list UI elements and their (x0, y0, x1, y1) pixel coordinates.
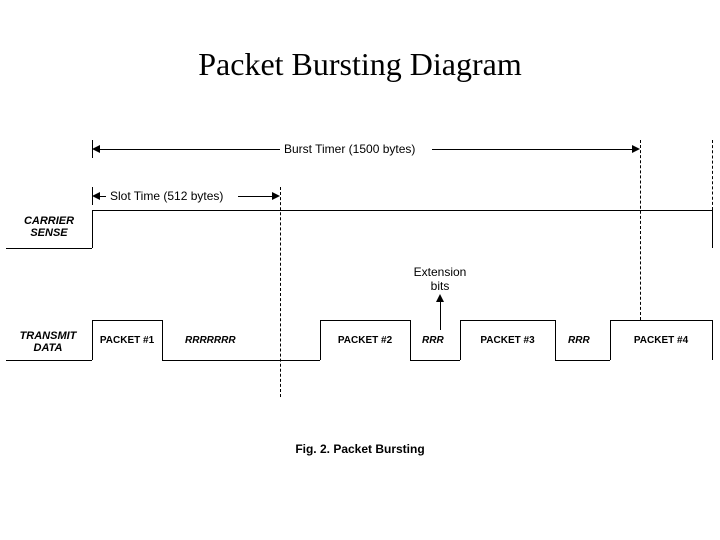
gap1 (162, 360, 280, 361)
slot-time-arrow-right (272, 192, 280, 200)
p3-top (460, 320, 555, 321)
gap3 (555, 360, 610, 361)
p2-fall (410, 320, 411, 360)
carrier-sense-label-line2: SENSE (30, 227, 67, 239)
burst-timer-arrow-right (632, 145, 640, 153)
packet-4-label: PACKET #4 (610, 335, 712, 346)
gap2 (410, 360, 460, 361)
extension-arrow-shaft (440, 300, 441, 330)
burst-timer-label: Burst Timer (1500 bytes) (284, 142, 415, 156)
carrier-sense-label-line1: CARRIER (24, 215, 74, 227)
cs-rise (92, 210, 93, 248)
rrr-1-label: RRRRRRR (185, 335, 236, 346)
figure-caption: Fig. 2. Packet Bursting (0, 442, 720, 456)
packet-2-label: PACKET #2 (320, 335, 410, 346)
p1-fall (162, 320, 163, 360)
cs-high (92, 210, 712, 211)
p4-fall (712, 320, 713, 360)
burst-timer-line-right (432, 149, 632, 150)
right-edge-dashed-top (712, 140, 713, 210)
slot-time-line-right (238, 196, 272, 197)
slot-time-label: Slot Time (512 bytes) (110, 189, 223, 203)
page-title: Packet Bursting Diagram (0, 46, 720, 83)
burst-timer-line-left (100, 149, 280, 150)
rrr-2-label: RRR (422, 335, 444, 346)
extension-bits-line2: bits (431, 279, 450, 293)
packet-1-label: PACKET #1 (92, 335, 162, 346)
extension-bits-label: Extension bits (410, 265, 470, 293)
extension-bits-line1: Extension (414, 265, 467, 279)
rrr-3-label: RRR (568, 335, 590, 346)
p1-top (92, 320, 162, 321)
cs-fall (712, 210, 713, 248)
transmit-data-label: TRANSMIT DATA (10, 330, 86, 354)
transmit-data-line2: DATA (34, 342, 63, 354)
burst-timer-right-dashed (640, 140, 641, 320)
td-baseline-left (6, 360, 92, 361)
slot-time-line-left (100, 196, 106, 197)
gap1b (280, 360, 320, 361)
burst-timer-arrow-left (92, 145, 100, 153)
transmit-data-line1: TRANSMIT (20, 330, 77, 342)
p4-top (610, 320, 712, 321)
slot-time-arrow-left (92, 192, 100, 200)
cs-baseline-left (6, 248, 92, 249)
slot-time-right-dashed (280, 187, 281, 397)
packet-3-label: PACKET #3 (460, 335, 555, 346)
p2-top (320, 320, 410, 321)
extension-arrow-head (436, 294, 444, 302)
p3-fall (555, 320, 556, 360)
carrier-sense-label: CARRIER SENSE (14, 215, 84, 239)
